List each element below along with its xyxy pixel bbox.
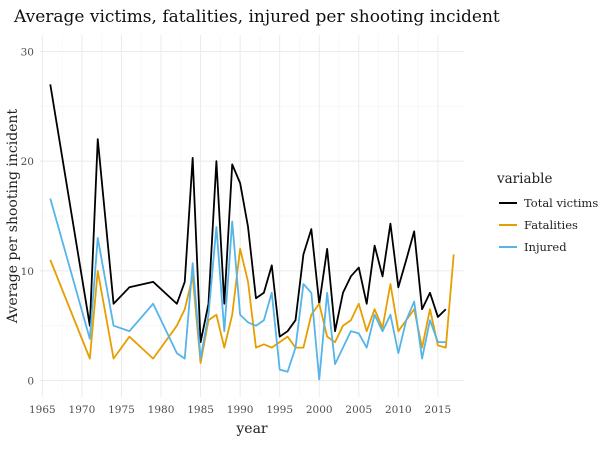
x-tick-label: 1995 bbox=[266, 404, 293, 416]
series-line-injured bbox=[49, 198, 446, 381]
series-line-fatalities bbox=[49, 248, 455, 364]
x-tick-label: 2015 bbox=[425, 404, 452, 416]
legend-label: Fatalities bbox=[524, 218, 578, 232]
x-tick-label: 1990 bbox=[227, 404, 254, 416]
chart-title: Average victims, fatalities, injured per… bbox=[13, 7, 500, 27]
y-tick-label: 30 bbox=[21, 46, 34, 58]
tick-layer: 1965 1970 1975 1980 1985 1990 1995 2000 2005 2010… bbox=[21, 46, 452, 416]
legend: variable Total victims Fatalities Injured bbox=[496, 171, 598, 254]
y-tick-label: 10 bbox=[21, 266, 34, 278]
x-tick-label: 1975 bbox=[108, 404, 135, 416]
series-layer bbox=[49, 84, 455, 381]
x-tick-label: 1985 bbox=[187, 404, 214, 416]
x-tick-label: 2010 bbox=[385, 404, 412, 416]
legend-label: Injured bbox=[524, 240, 567, 254]
series-line-total-victims bbox=[49, 84, 447, 344]
x-tick-label: 1970 bbox=[69, 404, 96, 416]
y-tick-label: 0 bbox=[27, 376, 34, 388]
x-tick-label: 1980 bbox=[148, 404, 175, 416]
grid-layer bbox=[40, 35, 464, 397]
x-tick-label: 1965 bbox=[29, 404, 56, 416]
x-tick-label: 2000 bbox=[306, 404, 333, 416]
y-tick-label: 20 bbox=[21, 156, 34, 168]
legend-label: Total victims bbox=[524, 196, 598, 210]
y-axis-title: Average per shooting incident bbox=[5, 109, 21, 325]
x-tick-label: 2005 bbox=[345, 404, 372, 416]
legend-title: variable bbox=[496, 171, 552, 187]
x-axis-title: year bbox=[235, 421, 268, 437]
